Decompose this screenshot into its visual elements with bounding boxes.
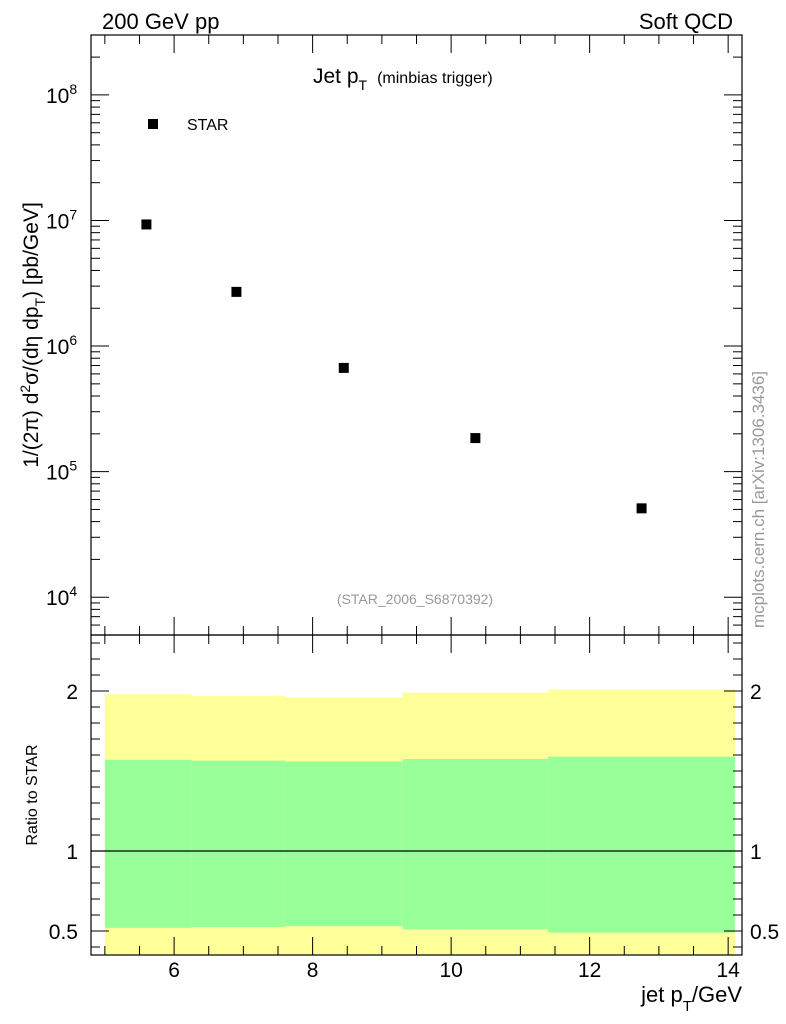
- data-point: [231, 286, 242, 297]
- inner-band: [104, 759, 192, 928]
- side-credit-label: mcplots.cern.ch [arXiv:1306.3436]: [749, 371, 768, 628]
- y-tick-label: 106: [46, 332, 77, 359]
- legend-label: STAR: [187, 117, 228, 134]
- y-tick-label: 104: [46, 583, 77, 610]
- ratio-tick-label: 1: [66, 841, 78, 864]
- ratio-panel: 0.5 0.51 12 26 8 10 12 14 Ratio to STAR jet pT/…: [24, 634, 779, 1015]
- y-axis-tick-labels: 104 105 106 107 108: [46, 81, 77, 610]
- data-points: [141, 219, 647, 514]
- data-point: [636, 503, 647, 514]
- x-tick-label: 12: [578, 959, 601, 982]
- inner-band: [284, 761, 403, 927]
- main-panel: Jet pT (minbias trigger) 1/(2π) d2σ/(dη d…: [17, 34, 743, 636]
- x-tick-label: 8: [307, 959, 319, 982]
- inner-band: [402, 759, 549, 930]
- legend-marker: [148, 119, 158, 129]
- y-axis-label: 1/(2π) d2σ/(dη dpT) [pb/GeV]: [17, 202, 48, 468]
- x-axis-ticks-upper: [104, 35, 729, 635]
- header-right: Soft QCD: [639, 9, 733, 34]
- y-tick-label: 105: [46, 458, 77, 485]
- ratio-tick-label: 2: [66, 681, 78, 704]
- uncertainty-bands: [104, 689, 736, 955]
- y-tick-label: 108: [46, 81, 77, 108]
- y-tick-label: 107: [46, 206, 77, 233]
- analysis-annotation: (STAR_2006_S6870392): [337, 591, 493, 607]
- x-axis-label: jet pT/GeV: [640, 982, 742, 1015]
- ratio-tick-label: 1: [750, 841, 762, 864]
- header-left: 200 GeV pp: [102, 9, 219, 34]
- x-tick-label: 14: [716, 959, 740, 982]
- ratio-tick-label: 2: [750, 681, 762, 704]
- ratio-axis-ticks: [91, 635, 742, 955]
- x-tick-label: 10: [439, 959, 462, 982]
- inner-band: [191, 760, 285, 927]
- y-axis-ticks: [91, 34, 742, 636]
- x-tick-label: 6: [168, 959, 180, 982]
- data-point: [470, 433, 481, 444]
- data-point: [141, 219, 152, 230]
- panel-title: Jet pT (minbias trigger): [313, 65, 493, 93]
- ratio-y-axis-label: Ratio to STAR: [24, 744, 41, 845]
- ratio-axis-tick-labels: 0.5 0.51 12 26 8 10 12 14: [49, 681, 779, 982]
- ratio-tick-label: 0.5: [750, 921, 779, 944]
- data-point: [338, 362, 349, 373]
- inner-band: [548, 756, 736, 933]
- ratio-tick-label: 0.5: [49, 921, 78, 944]
